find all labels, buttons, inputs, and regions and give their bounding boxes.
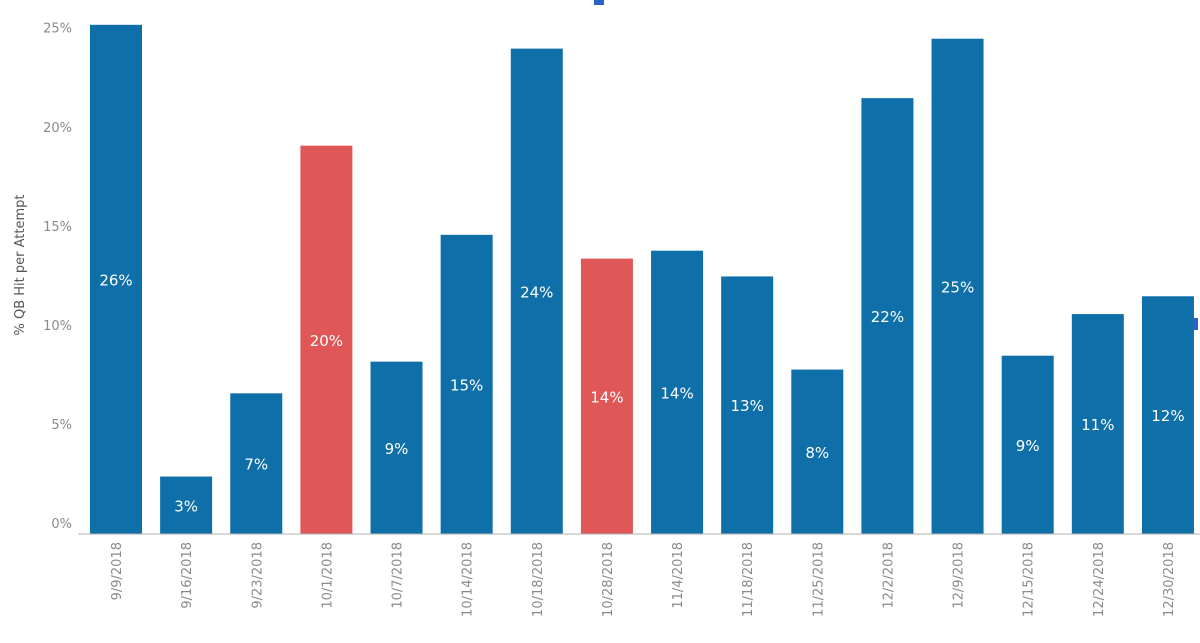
y-tick-label: 0% bbox=[51, 517, 72, 532]
x-tick-label: 9/23/2018 bbox=[250, 542, 265, 609]
bar[interactable] bbox=[510, 48, 563, 535]
bar-value-label: 26% bbox=[99, 271, 132, 289]
x-tick-label: 11/25/2018 bbox=[811, 542, 826, 617]
x-tick-label: 12/2/2018 bbox=[881, 542, 896, 609]
x-tick-label: 10/14/2018 bbox=[461, 542, 476, 617]
bar[interactable] bbox=[861, 98, 914, 534]
bar-value-label: 13% bbox=[730, 397, 763, 415]
bar[interactable] bbox=[90, 24, 142, 534]
bar-value-label: 7% bbox=[244, 456, 268, 474]
bar[interactable] bbox=[721, 276, 774, 534]
y-tick-label: 25% bbox=[43, 22, 72, 37]
x-tick-label: 10/28/2018 bbox=[601, 542, 616, 617]
bar[interactable] bbox=[300, 145, 353, 534]
bar[interactable] bbox=[1141, 296, 1194, 534]
bars bbox=[90, 24, 1194, 535]
x-tick-label: 10/7/2018 bbox=[391, 542, 406, 609]
bar-value-label: 14% bbox=[590, 388, 623, 406]
bar-value-label: 9% bbox=[1016, 437, 1040, 455]
y-tick-label: 10% bbox=[43, 319, 72, 334]
y-axis-ticks: 0% 5% 10% 15% 20% 25% bbox=[43, 22, 72, 532]
bar[interactable] bbox=[160, 476, 213, 534]
x-tick-label: 10/1/2018 bbox=[320, 542, 335, 609]
bar-value-labels: 26% 3% 7% 20% 9% 15% 24% 14% 14% 13% 8% 22% 25% 9% 11%… bbox=[99, 271, 1184, 515]
y-tick-label: 5% bbox=[51, 418, 72, 433]
x-tick-label: 12/24/2018 bbox=[1092, 542, 1107, 617]
bar-value-label: 15% bbox=[450, 376, 483, 394]
bar-value-label: 25% bbox=[941, 278, 974, 296]
bar[interactable] bbox=[651, 250, 704, 534]
bar[interactable] bbox=[931, 38, 984, 534]
x-tick-label: 9/16/2018 bbox=[180, 542, 195, 609]
bar[interactable] bbox=[370, 361, 423, 534]
x-tick-label: 11/18/2018 bbox=[741, 542, 756, 617]
bar-value-label: 14% bbox=[660, 384, 693, 402]
x-tick-label: 10/18/2018 bbox=[531, 542, 546, 617]
x-tick-label: 12/30/2018 bbox=[1162, 542, 1177, 617]
bar-value-label: 9% bbox=[385, 440, 409, 458]
bar-value-label: 20% bbox=[310, 332, 343, 350]
bar[interactable] bbox=[1001, 355, 1054, 534]
bar-value-label: 8% bbox=[805, 444, 829, 462]
bar[interactable] bbox=[580, 258, 633, 534]
bar[interactable] bbox=[230, 393, 283, 534]
y-tick-label: 15% bbox=[43, 220, 72, 235]
x-tick-label: 12/15/2018 bbox=[1022, 542, 1037, 617]
y-tick-label: 20% bbox=[43, 121, 72, 136]
x-axis-tick-labels: 9/9/2018 9/16/2018 9/23/2018 10/1/2018 10/7/… bbox=[110, 542, 1177, 617]
bar-value-label: 22% bbox=[871, 308, 904, 326]
top-edge-accent bbox=[594, 0, 604, 5]
y-axis-title: % QB Hit per Attempt bbox=[13, 195, 28, 336]
x-tick-label: 9/9/2018 bbox=[110, 542, 125, 600]
bar[interactable] bbox=[440, 234, 493, 534]
bar-value-label: 11% bbox=[1081, 416, 1114, 434]
bar-value-label: 3% bbox=[174, 497, 198, 515]
right-edge-accent bbox=[1194, 318, 1198, 330]
x-tick-label: 12/9/2018 bbox=[952, 542, 967, 609]
bar[interactable] bbox=[791, 369, 844, 534]
bar[interactable] bbox=[1071, 314, 1124, 534]
bar-value-label: 12% bbox=[1151, 407, 1184, 425]
bar-value-label: 24% bbox=[520, 283, 553, 301]
x-tick-label: 11/4/2018 bbox=[671, 542, 686, 609]
